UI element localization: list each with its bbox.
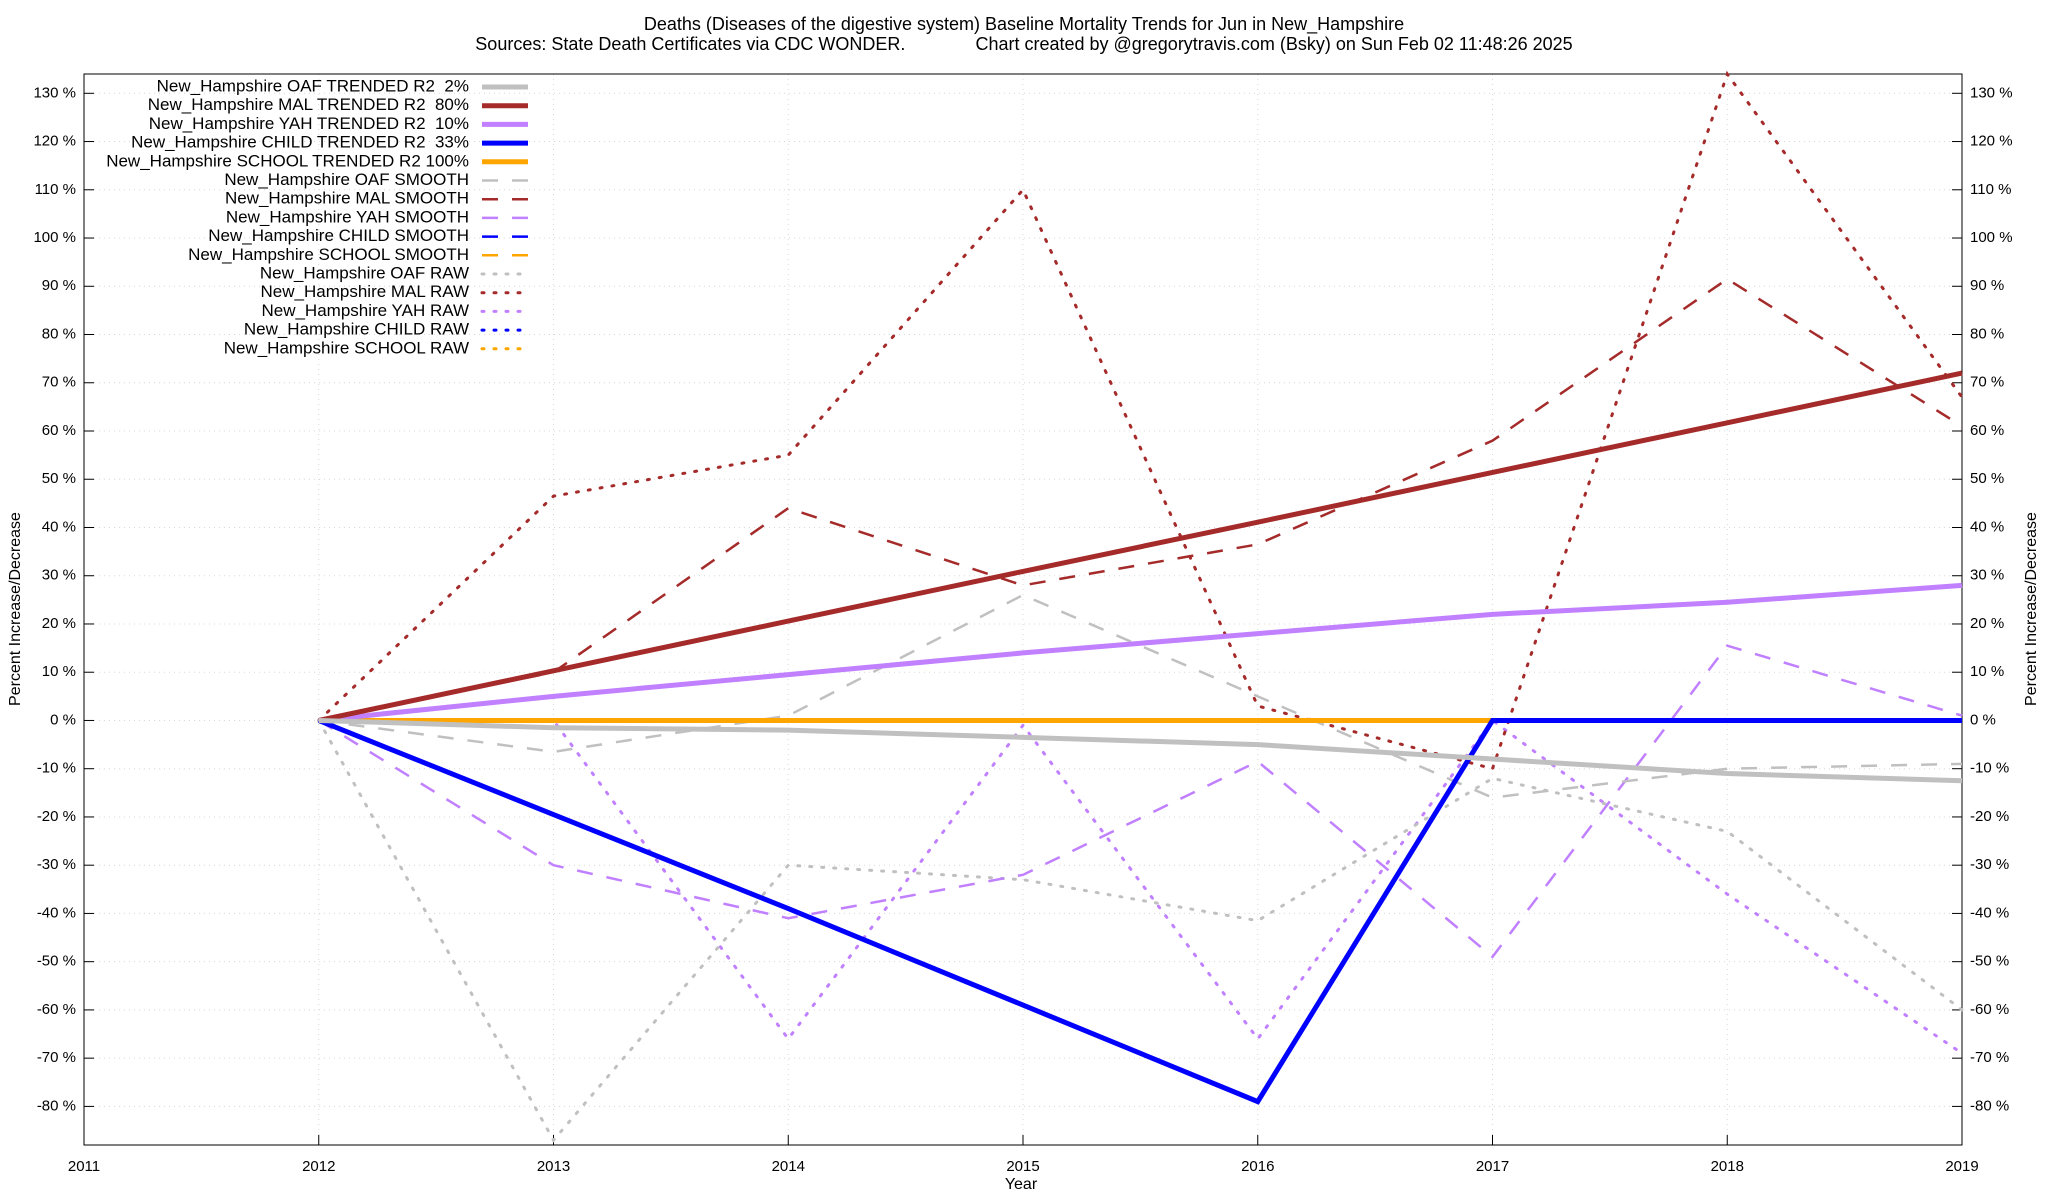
y2-tick-label: -60 % (1970, 1001, 2009, 1018)
y2-tick-label: -20 % (1970, 808, 2009, 825)
series-line (317, 717, 1962, 1105)
plot-frame (83, 73, 1963, 1146)
y-tick-label: -40 % (37, 904, 76, 921)
y2-tick-label: 80 % (1970, 325, 2004, 342)
y-tick-label: 120 % (33, 133, 76, 150)
x-tick-label: 2016 (1241, 1158, 1274, 1175)
legend-label: New_Hampshire OAF RAW (260, 263, 469, 282)
y2-tick-label: 30 % (1970, 567, 2004, 584)
legend-label: New_Hampshire MAL TRENDED R2 80% (148, 95, 469, 114)
y-tick-label: 30 % (42, 567, 76, 584)
series-line (318, 370, 1963, 723)
legend-label: New_Hampshire OAF SMOOTH (224, 170, 469, 189)
legend-label: New_Hampshire CHILD SMOOTH (208, 226, 469, 245)
chart-title: Deaths (Diseases of the digestive system… (644, 14, 1404, 35)
legend-label: New_Hampshire CHILD RAW (244, 320, 469, 339)
y-tick-label: 70 % (42, 374, 76, 391)
y2-axis-label: Percent Increase/Decrease (2023, 512, 2040, 706)
legend-label: New_Hampshire YAH RAW (261, 301, 469, 320)
y2-tick-label: -30 % (1970, 856, 2009, 873)
y-tick-label: 100 % (33, 229, 76, 246)
legend-label: New_Hampshire SCHOOL RAW (224, 338, 469, 357)
series-line (318, 644, 1963, 959)
y-tick-label: 130 % (33, 84, 76, 101)
y-axis-label: Percent Increase/Decrease (7, 512, 24, 706)
x-axis-label: Year (1005, 1176, 1038, 1193)
y-tick-label: 40 % (42, 518, 76, 535)
y2-tick-label: 20 % (1970, 615, 2004, 632)
y-tick-label: 90 % (42, 277, 76, 294)
y-tick-label: 10 % (42, 663, 76, 680)
y2-tick-label: 60 % (1970, 422, 2004, 439)
y2-tick-label: 130 % (1970, 84, 2013, 101)
x-tick-label: 2013 (537, 1158, 570, 1175)
y-tick-label: -10 % (37, 760, 76, 777)
legend-label: New_Hampshire SCHOOL SMOOTH (188, 245, 469, 264)
y2-tick-label: -50 % (1970, 953, 2009, 970)
legend-label: New_Hampshire CHILD TRENDED R2 33% (131, 133, 469, 152)
series-line (317, 718, 1964, 1143)
series-line (318, 717, 1963, 784)
x-tick-label: 2019 (1945, 1158, 1978, 1175)
y-tick-label: 20 % (42, 615, 76, 632)
y2-tick-label: 0 % (1970, 711, 1996, 728)
y2-tick-label: 40 % (1970, 518, 2004, 535)
legend-label: New_Hampshire SCHOOL TRENDED R2 100% (106, 151, 469, 170)
legend-label: New_Hampshire MAL SMOOTH (225, 189, 469, 208)
y2-tick-label: 50 % (1970, 470, 2004, 487)
y2-tick-label: 120 % (1970, 133, 2013, 150)
y-tick-label: -80 % (37, 1097, 76, 1114)
y-tick-label: -50 % (37, 953, 76, 970)
y2-tick-label: 100 % (1970, 229, 2013, 246)
y-tick-label: 0 % (50, 711, 76, 728)
y2-tick-label: -80 % (1970, 1097, 2009, 1114)
x-tick-label: 2015 (1006, 1158, 1039, 1175)
y2-tick-label: 110 % (1970, 181, 2011, 198)
y2-tick-label: 90 % (1970, 277, 2004, 294)
y2-tick-label: 70 % (1970, 374, 2004, 391)
x-tick-label: 2011 (68, 1158, 100, 1175)
x-tick-label: 2017 (1476, 1158, 1509, 1175)
y-tick-label: 60 % (42, 422, 76, 439)
series-line (317, 718, 1964, 1104)
y-tick-label: 110 % (35, 181, 76, 198)
x-tick-label: 2012 (302, 1158, 335, 1175)
y-tick-label: -70 % (37, 1049, 76, 1066)
series-line (317, 718, 1964, 1055)
legend-label: New_Hampshire YAH TRENDED R2 10% (149, 114, 469, 133)
y-tick-label: -20 % (37, 808, 76, 825)
legend-label: New_Hampshire YAH SMOOTH (226, 207, 469, 226)
y2-tick-label: -70 % (1970, 1049, 2009, 1066)
series-line (318, 582, 1963, 723)
y-tick-label: 80 % (42, 325, 76, 342)
x-tick-label: 2018 (1711, 1158, 1744, 1175)
legend-label: New_Hampshire MAL RAW (261, 282, 469, 301)
series-line (318, 719, 1962, 1104)
series-line (317, 70, 1964, 771)
y2-tick-label: -40 % (1970, 904, 2009, 921)
chart-subtitle: Sources: State Death Certificates via CD… (475, 34, 1572, 54)
y2-tick-label: 10 % (1970, 663, 2004, 680)
y-tick-label: 50 % (42, 470, 76, 487)
series-line (318, 277, 1963, 722)
y2-tick-label: -10 % (1970, 760, 2009, 777)
y-tick-label: -60 % (37, 1001, 76, 1018)
y-tick-label: -30 % (37, 856, 76, 873)
legend-label: New_Hampshire OAF TRENDED R2 2% (157, 76, 469, 95)
x-tick-label: 2014 (772, 1158, 805, 1175)
